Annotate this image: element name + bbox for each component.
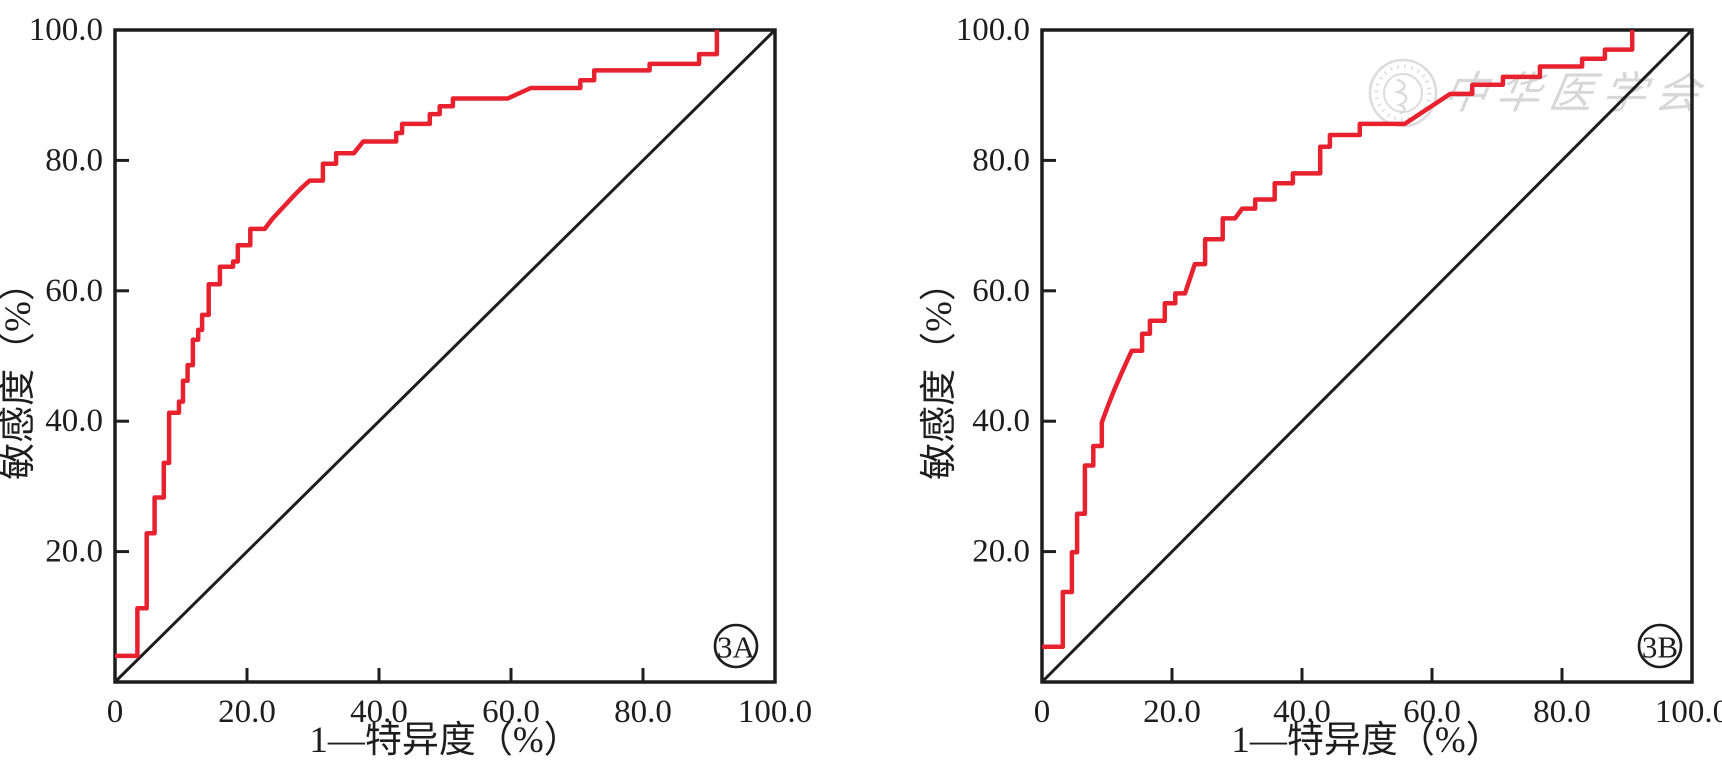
- x-tick-label: 0: [107, 694, 124, 730]
- x-tick-label: 60.0: [1403, 694, 1461, 730]
- y-tick-label: 20.0: [972, 534, 1030, 570]
- x-tick-label: 40.0: [350, 694, 408, 730]
- y-tick-label: 100.0: [29, 12, 103, 48]
- y-tick-label: 60.0: [45, 273, 103, 309]
- y-axis-title: 敏感度（%）: [0, 264, 39, 480]
- x-tick-label: 60.0: [482, 694, 540, 730]
- x-tick-label: 80.0: [1533, 694, 1591, 730]
- watermark-logo-text-ring: [1374, 64, 1432, 122]
- panel-badge-label: 3B: [1642, 630, 1678, 665]
- y-tick-label: 80.0: [972, 142, 1030, 178]
- watermark-text: 中华医学会: [1439, 68, 1713, 118]
- y-tick-label: 60.0: [972, 273, 1030, 309]
- x-tick-label: 80.0: [614, 694, 672, 730]
- watermark-logo-snake: [1393, 78, 1408, 115]
- watermark: 中华医学会: [1368, 58, 1713, 128]
- plot-box: [1040, 28, 1694, 684]
- reference-line: [113, 28, 777, 684]
- x-tick-label: 40.0: [1273, 694, 1331, 730]
- reference-line: [1040, 28, 1694, 684]
- y-tick-label: 40.0: [972, 403, 1030, 439]
- x-tick-label: 20.0: [218, 694, 276, 730]
- y-axis-title: 敏感度（%）: [918, 264, 960, 480]
- watermark-logo: [1368, 58, 1438, 128]
- plot-box: [113, 28, 777, 684]
- panel-badge-circle: [713, 623, 759, 669]
- y-tick-label: 40.0: [45, 403, 103, 439]
- panel-badge: 3A: [713, 623, 759, 669]
- x-tick-label: 0: [1034, 694, 1051, 730]
- x-tick-label: 100.0: [738, 694, 812, 730]
- roc-curve: [1042, 30, 1635, 650]
- roc-panel-3b: 中华医学会 1—特异度（%） 敏感度（%） 3B 0 20.0 40.0 60.0 80…: [918, 12, 1722, 761]
- axis-ticks: 0 20.0 40.0 60.0 80.0 100.0 20.0 40.0 60.0 80.0 10…: [956, 12, 1722, 730]
- panel-badge-label: 3A: [717, 630, 756, 665]
- y-tick-label: 80.0: [45, 142, 103, 178]
- y-tick-label: 20.0: [45, 534, 103, 570]
- y-tick-label: 100.0: [956, 12, 1030, 48]
- roc-panel-3a: 1—特异度（%） 敏感度（%） 3A 0 20.0 40.0 60.0 80.0 100.…: [0, 12, 812, 761]
- x-axis-title: 1—特异度（%）: [1231, 719, 1502, 761]
- axis-ticks: 0 20.0 40.0 60.0 80.0 100.0 20.0 40.0 60.0 80.0 10…: [29, 12, 812, 730]
- x-tick-label: 20.0: [1143, 694, 1201, 730]
- x-axis-title: 1—特异度（%）: [309, 719, 580, 761]
- panel-badge: 3B: [1637, 623, 1683, 669]
- panel-badge-circle: [1637, 623, 1683, 669]
- x-tick-label: 100.0: [1655, 694, 1722, 730]
- roc-curve: [115, 30, 720, 659]
